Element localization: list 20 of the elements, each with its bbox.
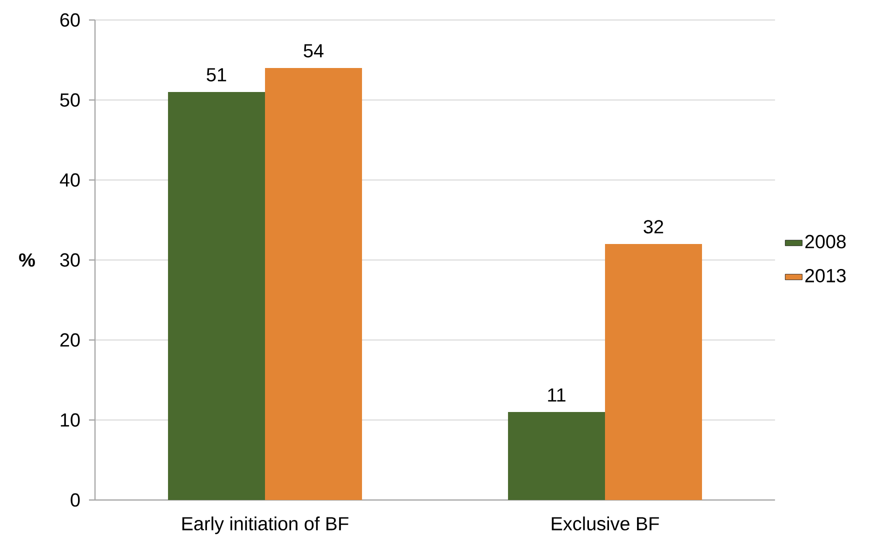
y-tick-label: 50 — [60, 93, 80, 107]
bar — [605, 244, 702, 500]
y-tick-label: 20 — [60, 333, 80, 347]
y-tick-label: 40 — [60, 173, 80, 187]
y-tick-label: 0 — [70, 493, 80, 507]
x-tick-label: Early initiation of BF — [182, 516, 348, 534]
legend-label: 2008 — [805, 234, 846, 248]
x-tick-label: Exclusive BF — [552, 516, 659, 530]
y-tick-label: 60 — [60, 13, 80, 27]
data-label: 32 — [644, 220, 664, 234]
bar — [168, 92, 266, 500]
legend-label: 2013 — [805, 268, 846, 282]
data-label: 11 — [548, 388, 566, 402]
y-tick-label: 30 — [60, 253, 80, 267]
data-label: 54 — [304, 44, 324, 58]
bar — [265, 68, 362, 500]
y-axis-title: % — [19, 253, 35, 267]
data-label: 51 — [206, 68, 226, 82]
y-tick-label: 10 — [60, 413, 80, 427]
bar — [508, 412, 606, 500]
